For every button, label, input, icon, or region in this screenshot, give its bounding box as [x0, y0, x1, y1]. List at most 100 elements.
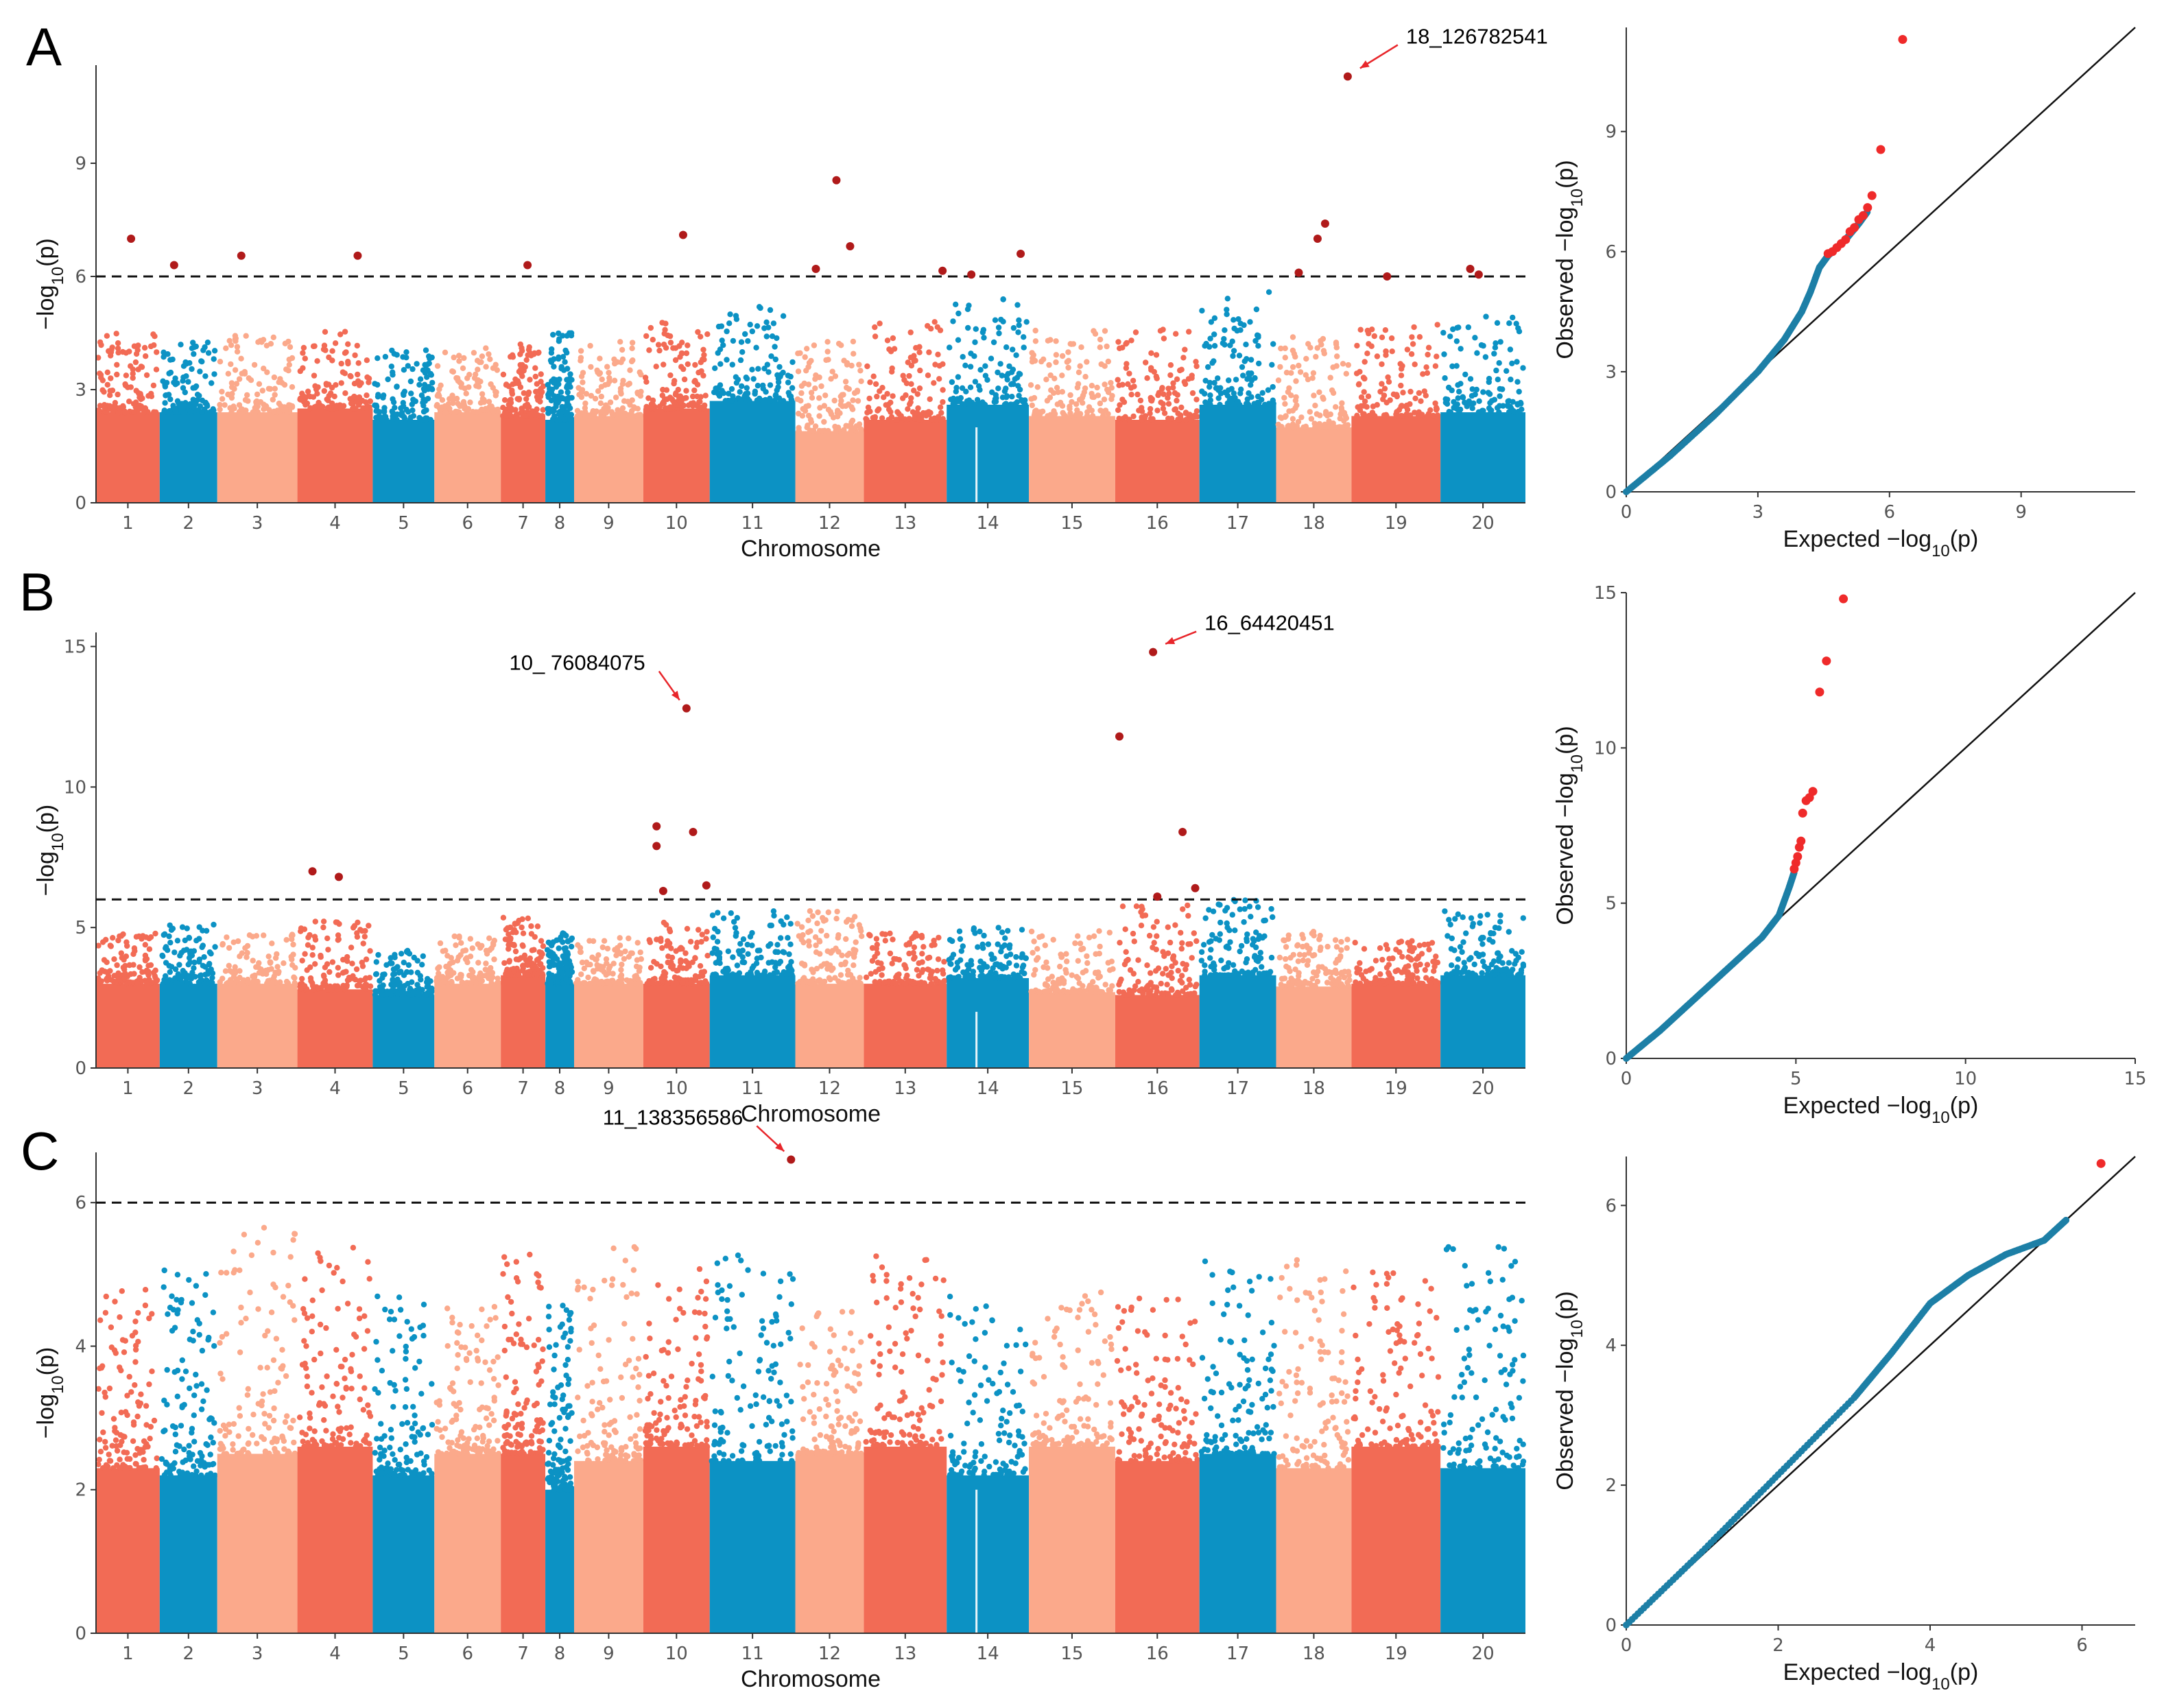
- snp-point: [529, 960, 536, 966]
- snp-point: [1177, 977, 1184, 984]
- snp-point: [743, 375, 750, 381]
- chromosome-16-band: [1115, 995, 1200, 1068]
- snp-point: [1041, 964, 1047, 971]
- snp-point: [342, 390, 348, 396]
- snp-point: [182, 389, 188, 396]
- chromosome-4-band: [297, 408, 373, 503]
- chromosome-16-points: [1115, 327, 1200, 423]
- snp-point: [471, 974, 477, 980]
- snp-point: [715, 928, 721, 935]
- snp-point: [858, 427, 864, 434]
- snp-point: [489, 974, 496, 980]
- snp-point: [563, 960, 569, 966]
- snp-point: [338, 380, 344, 386]
- snp-point: [531, 947, 537, 953]
- snp-point: [760, 971, 767, 978]
- snp-point: [206, 962, 213, 968]
- snp-point: [1295, 958, 1302, 964]
- snp-point: [1282, 355, 1289, 361]
- snp-point: [274, 980, 281, 986]
- snp-point: [417, 973, 423, 979]
- snp-point: [1047, 372, 1054, 379]
- snp-point: [564, 389, 571, 396]
- snp-point: [407, 378, 414, 385]
- snp-point: [511, 967, 517, 973]
- snp-point: [1416, 334, 1423, 340]
- snp-point: [437, 408, 444, 414]
- snp-point: [167, 357, 174, 363]
- snp-point: [1491, 351, 1497, 357]
- snp-point: [667, 940, 673, 947]
- snp-point: [876, 406, 882, 412]
- snp-point: [1177, 367, 1183, 374]
- snp-point: [1202, 962, 1208, 969]
- snp-point: [1165, 401, 1172, 407]
- chromosome-6-band: [434, 984, 501, 1068]
- snp-point: [518, 366, 524, 372]
- snp-point: [720, 390, 727, 396]
- snp-point: [754, 397, 761, 403]
- snp-point: [1334, 353, 1340, 359]
- snp-point: [400, 354, 406, 360]
- snp-point: [1227, 342, 1233, 348]
- snp-point: [683, 388, 689, 394]
- snp-point: [126, 399, 132, 405]
- snp-point: [650, 976, 656, 983]
- snp-point: [739, 349, 746, 355]
- panel-label-a: A: [26, 16, 62, 77]
- snp-point: [948, 961, 954, 967]
- snp-point: [689, 393, 696, 400]
- snp-point: [1399, 363, 1405, 369]
- snp-point: [440, 979, 447, 985]
- snp-point: [392, 405, 398, 411]
- snp-point: [1170, 384, 1176, 391]
- snp-point: [726, 390, 732, 396]
- snp-point: [1415, 413, 1422, 419]
- snp-point: [594, 367, 600, 374]
- snp-point: [98, 342, 104, 348]
- snp-point: [1072, 940, 1078, 947]
- snp-point: [881, 394, 887, 401]
- snp-point: [824, 966, 831, 972]
- snp-point: [1128, 337, 1134, 344]
- snp-point: [448, 972, 454, 979]
- snp-point: [558, 389, 564, 395]
- snp-point: [805, 423, 811, 429]
- snp-point: [1380, 396, 1386, 403]
- snp-point: [556, 376, 562, 383]
- snp-point: [906, 416, 912, 422]
- snp-point: [1183, 416, 1189, 423]
- snp-point: [1139, 913, 1146, 919]
- snp-point: [519, 361, 525, 368]
- snp-point: [828, 376, 834, 382]
- snp-point: [1096, 928, 1102, 934]
- snp-point: [426, 360, 432, 366]
- snp-point: [564, 350, 570, 356]
- snp-point: [730, 954, 736, 960]
- qq-x-axis-label-subscript: 10: [1931, 542, 1950, 560]
- snp-point: [1345, 361, 1352, 368]
- x-tick-label-chr4: 4: [329, 513, 341, 534]
- snp-point: [1418, 398, 1424, 404]
- snp-point: [1307, 344, 1313, 351]
- snp-point: [234, 348, 241, 355]
- snp-point: [211, 921, 217, 928]
- snp-point: [547, 978, 554, 985]
- snp-point: [737, 357, 744, 364]
- snp-point: [1444, 400, 1450, 407]
- snp-point: [187, 959, 193, 966]
- snp-point: [1309, 375, 1316, 381]
- snp-point: [1021, 344, 1027, 351]
- snp-point: [272, 955, 279, 961]
- snp-point: [810, 427, 817, 434]
- snp-point: [1483, 313, 1489, 320]
- chromosome-5-band: [372, 995, 435, 1068]
- snp-point: [322, 329, 329, 335]
- snp-point: [484, 951, 490, 957]
- snp-point: [1455, 324, 1462, 331]
- snp-point: [704, 331, 711, 337]
- snp-point: [972, 379, 979, 385]
- snp-point: [859, 933, 865, 940]
- snp-point: [1217, 390, 1224, 396]
- snp-point: [955, 374, 962, 380]
